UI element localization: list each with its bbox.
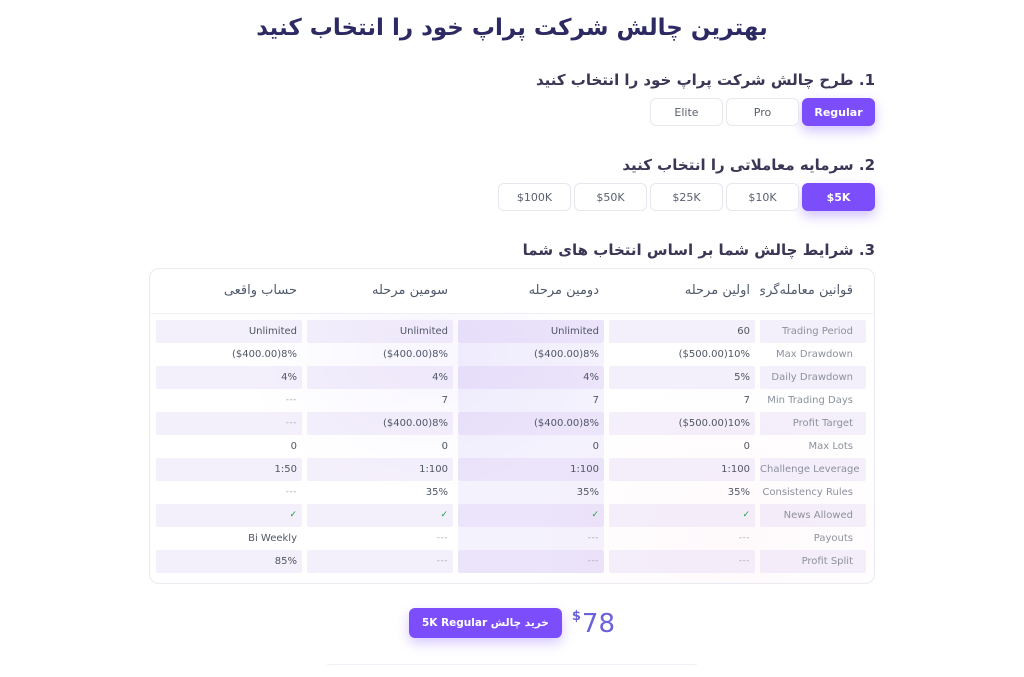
table-cell: --- (307, 550, 453, 573)
table-cell: --- (285, 395, 297, 405)
row-label: Max Lots (808, 441, 854, 452)
table-column-header: اولین مرحله (684, 283, 750, 298)
step-plan-heading: 1. طرح چالش شرکت پراپ خود را انتخاب کنید (535, 71, 875, 89)
table-cell: --- (436, 533, 448, 543)
table-cell: ($400.00)8% (458, 343, 604, 366)
row-label: Consistency Rules (762, 487, 853, 498)
table-row: Min Trading Days 7 7 7 --- (150, 389, 874, 412)
capital-option-50k[interactable]: $50K (574, 183, 647, 211)
row-label: Daily Drawdown (760, 366, 866, 389)
challenge-conditions-table: قوانین معامله‌گری اولین مرحله دومین مرحله س… (149, 268, 875, 584)
table-cell: 4% (156, 366, 302, 389)
table-row: Max Drawdown ($500.00)10% ($400.00)8% ($400… (150, 343, 874, 366)
table-cell: 1:100 (458, 458, 604, 481)
table-cell: ($500.00)10% (678, 349, 750, 360)
price-value: $78 (572, 610, 615, 637)
table-row: Challenge Leverage 1:100 1:100 1:100 1:50 (150, 458, 874, 481)
step-plan-section: 1. طرح چالش شرکت پراپ خود را انتخاب کنید… (149, 71, 875, 126)
table-cell: 5% (609, 366, 755, 389)
table-cell: ✓ (609, 504, 755, 527)
currency-symbol: $ (571, 608, 581, 624)
table-cell: ($400.00)8% (382, 349, 448, 360)
table-cell: 35% (425, 487, 448, 498)
table-column-header: سومین مرحله (372, 283, 448, 298)
table-row: Profit Target ($500.00)10% ($400.00)8% ($40… (150, 412, 874, 435)
table-cell: Unlimited (156, 320, 302, 343)
table-column-header: قوانین معامله‌گری (760, 283, 853, 298)
capital-option-10k[interactable]: $10K (726, 183, 799, 211)
table-column-header: دومین مرحله (528, 283, 599, 298)
bottom-divider (327, 664, 697, 665)
capital-button-group: $5K $10K $25K $50K $100K (149, 183, 875, 211)
row-label: Payouts (813, 533, 853, 544)
table-cell: Bi Weekly (248, 533, 297, 544)
purchase-row: خرید چالش 5K Regular $78 (149, 608, 875, 638)
table-cell: ($400.00)8% (458, 412, 604, 435)
plan-button-group: Regular Pro Elite (149, 98, 875, 126)
page-title: بهترین چالش شرکت پراپ خود را انتخاب کنید (256, 15, 768, 41)
table-column-header: حساب واقعی (223, 283, 297, 298)
table-cell: ($500.00)10% (609, 412, 755, 435)
table-cell: 1:50 (156, 458, 302, 481)
plan-option-pro[interactable]: Pro (726, 98, 799, 126)
table-cell: 0 (458, 435, 604, 458)
table-cell: 35% (458, 481, 604, 504)
table-cell: ($400.00)8% (231, 349, 297, 360)
plan-option-regular[interactable]: Regular (802, 98, 875, 126)
table-cell: --- (609, 550, 755, 573)
step-capital-section: 2. سرمایه معاملاتی را انتخاب کنید $5K $10… (149, 156, 875, 211)
table-row: Consistency Rules 35% 35% 35% --- (150, 481, 874, 504)
table-cell: ✓ (307, 504, 453, 527)
table-cell: 0 (743, 441, 750, 452)
buy-challenge-button[interactable]: خرید چالش 5K Regular (408, 608, 562, 638)
table-cell: 1:100 (609, 458, 755, 481)
table-cell: 35% (727, 487, 750, 498)
capital-option-5k[interactable]: $5K (802, 183, 875, 211)
step-capital-heading: 2. سرمایه معاملاتی را انتخاب کنید (622, 156, 875, 174)
table-cell: 0 (290, 441, 297, 452)
table-cell: 0 (441, 441, 448, 452)
table-cell: --- (458, 550, 604, 573)
price-amount: 78 (581, 608, 616, 639)
table-cell: 60 (609, 320, 755, 343)
row-label: Trading Period (760, 320, 866, 343)
table-row: Max Lots 0 0 0 0 (150, 435, 874, 458)
row-label: Challenge Leverage (760, 458, 866, 481)
row-label: Min Trading Days (767, 395, 853, 406)
row-label: Profit Target (760, 412, 866, 435)
table-cell: 1:100 (307, 458, 453, 481)
table-row: Profit Split --- --- --- 85% (150, 550, 874, 573)
table-cell: Unlimited (307, 320, 453, 343)
row-label: Max Drawdown (776, 349, 853, 360)
table-header-row: قوانین معامله‌گری اولین مرحله دومین مرحله س… (150, 269, 874, 314)
table-cell: Unlimited (458, 320, 604, 343)
table-cell: --- (285, 487, 297, 497)
table-cell: 7 (458, 389, 604, 412)
table-cell: 4% (458, 366, 604, 389)
table-row: Daily Drawdown 5% 4% 4% 4% (150, 366, 874, 389)
table-cell: 85% (156, 550, 302, 573)
table-row: News Allowed ✓ ✓ ✓ ✓ (150, 504, 874, 527)
table-cell: --- (738, 533, 750, 543)
capital-option-25k[interactable]: $25K (650, 183, 723, 211)
table-cell: 7 (441, 395, 448, 406)
table-cell: ($400.00)8% (307, 412, 453, 435)
table-cell: --- (458, 527, 604, 550)
challenge-configurator: بهترین چالش شرکت پراپ خود را انتخاب کنید… (149, 15, 875, 665)
table-row: Payouts --- --- --- Bi Weekly (150, 527, 874, 550)
table-cell: 4% (307, 366, 453, 389)
table-cell: ✓ (156, 504, 302, 527)
plan-option-elite[interactable]: Elite (650, 98, 723, 126)
table-cell: 7 (743, 395, 750, 406)
row-label: Profit Split (760, 550, 866, 573)
step-terms-heading: 3. شرایط چالش شما بر اساس انتخاب های شما (522, 241, 875, 259)
table-body: Trading Period 60 Unlimited Unlimited Unlimi… (150, 314, 874, 583)
table-cell: --- (156, 412, 302, 435)
row-label: News Allowed (760, 504, 866, 527)
capital-option-100k[interactable]: $100K (498, 183, 571, 211)
table-row: Trading Period 60 Unlimited Unlimited Unlimi… (150, 320, 874, 343)
step-terms-section: 3. شرایط چالش شما بر اساس انتخاب های شما… (149, 241, 875, 584)
table-cell: ✓ (458, 504, 604, 527)
